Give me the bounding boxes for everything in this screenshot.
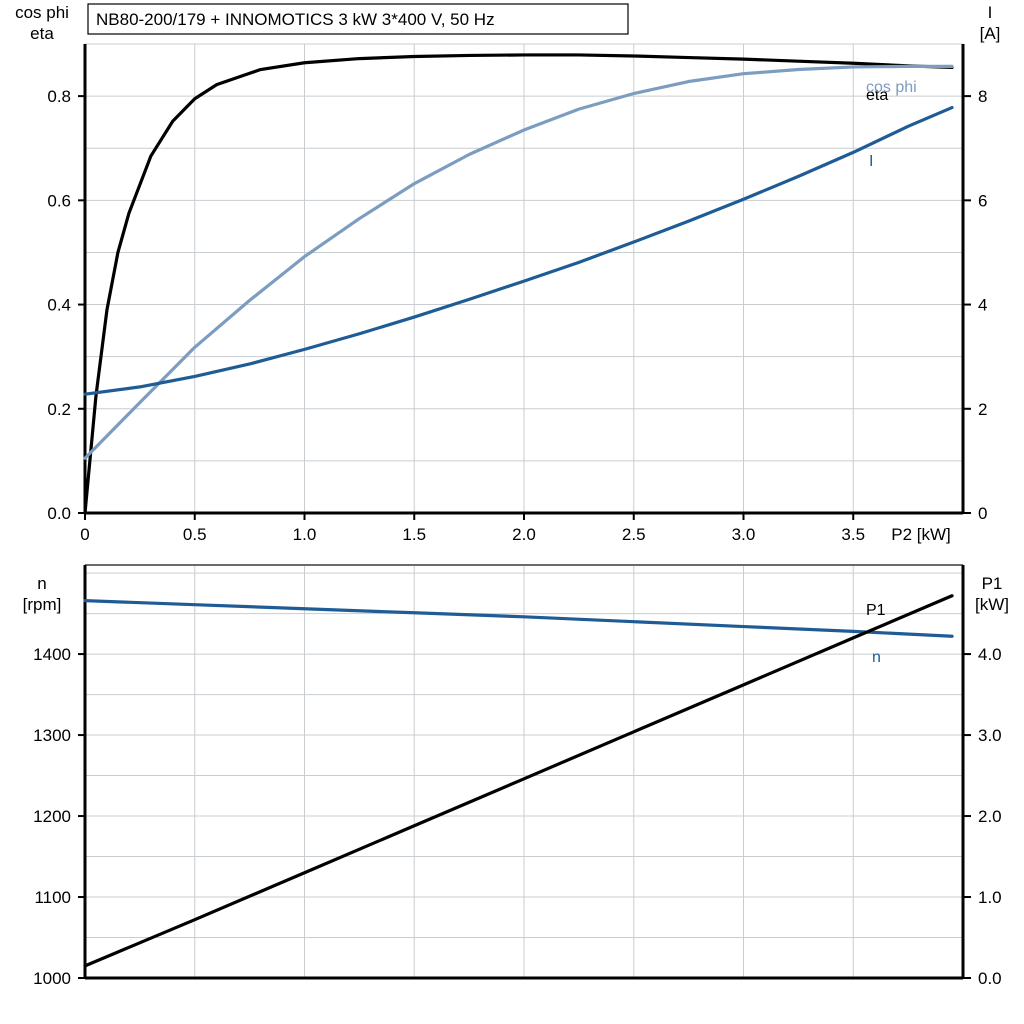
curve-label-eta: eta: [866, 87, 888, 104]
right-axis-title-line1: P1: [982, 574, 1003, 593]
right-tick-label: 0: [978, 504, 987, 523]
curve-n: [83, 599, 954, 638]
curve-cos-phi: [83, 64, 954, 460]
x-tick-label: 3.0: [732, 525, 756, 544]
left-tick-label: 1200: [33, 807, 71, 826]
right-tick-label: 4: [978, 296, 987, 315]
curve-label-speed: n: [872, 649, 881, 666]
left-axis-title-line1: n: [37, 574, 46, 593]
curve-I: [83, 105, 954, 396]
left-tick-label: 0.8: [47, 87, 71, 106]
chart-title: NB80-200/179 + INNOMOTICS 3 kW 3*400 V, …: [96, 10, 495, 29]
curve-label-p1: P1: [866, 602, 886, 619]
left-tick-label: 0.2: [47, 400, 71, 419]
curve-eta: [83, 53, 954, 515]
left-tick-label: 1300: [33, 726, 71, 745]
curve-label-cos-phi: cos phi: [866, 79, 917, 96]
left-tick-label: 0.6: [47, 191, 71, 210]
right-tick-label: 2.0: [978, 807, 1002, 826]
x-tick-label: 0.5: [183, 525, 207, 544]
x-axis-title: P2 [kW]: [891, 525, 951, 544]
right-tick-label: 1.0: [978, 888, 1002, 907]
right-tick-label: 0.0: [978, 969, 1002, 988]
title-box: [87, 3, 629, 35]
x-tick-label: 3.5: [841, 525, 865, 544]
right-axis-title-line2: [A]: [980, 24, 1001, 43]
top-chart: 0.0 0.2 0.4 0.6 0.8 0 2 4 6 8 0 0.5 1.0 1.5 2.0 2.5 3.0 3…: [15, 3, 1000, 544]
right-tick-label: 2: [978, 400, 987, 419]
left-tick-label: 1400: [33, 645, 71, 664]
x-tick-label: 2.5: [622, 525, 646, 544]
bottom-chart: 1000 1100 1200 1300 1400 0.0 1.0 2.0 3.0 4.0 n [rpm…: [23, 564, 1009, 988]
right-tick-label: 6: [978, 191, 987, 210]
left-axis-title-line2: [rpm]: [23, 595, 62, 614]
x-tick-label: 1.0: [293, 525, 317, 544]
right-axis-title-line2: [kW]: [975, 595, 1009, 614]
left-axis-title-line2: eta: [30, 24, 54, 43]
x-tick-label: 1.5: [402, 525, 426, 544]
x-tick-label: 2.0: [512, 525, 536, 544]
x-tick-label: 0: [80, 525, 89, 544]
right-tick-label: 4.0: [978, 645, 1002, 664]
right-axis-title-line1: I: [988, 3, 993, 22]
right-tick-label: 8: [978, 87, 987, 106]
left-tick-label: 1100: [34, 888, 71, 907]
curve-P1: [83, 594, 954, 968]
left-tick-label: 0.4: [47, 296, 71, 315]
curve-label-current: I: [869, 153, 873, 170]
left-axis-title-line1: cos phi: [15, 3, 69, 22]
left-tick-label: 0.0: [47, 504, 71, 523]
right-tick-label: 3.0: [978, 726, 1002, 745]
left-tick-label: 1000: [33, 969, 71, 988]
